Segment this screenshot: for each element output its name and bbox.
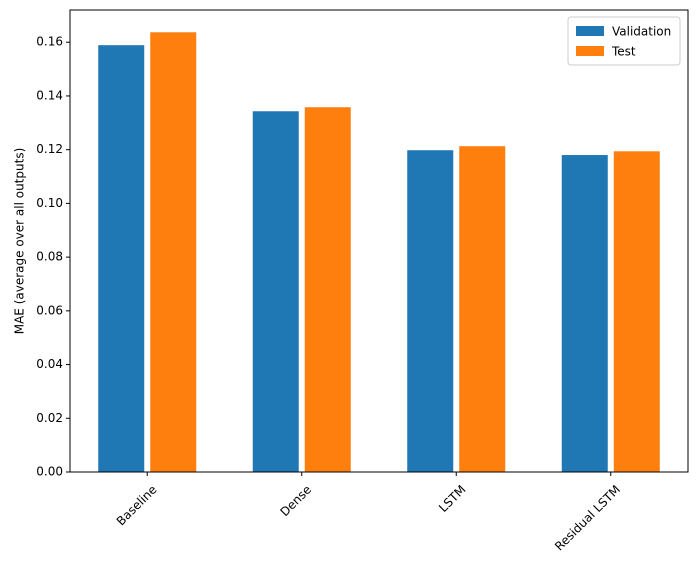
bar: [459, 146, 506, 472]
bar: [561, 155, 608, 472]
y-tick-label: 0.14: [36, 88, 63, 102]
bar: [150, 32, 197, 472]
y-tick-label: 0.02: [36, 411, 63, 425]
bar: [407, 150, 454, 473]
y-tick-label: 0.12: [36, 142, 63, 156]
x-tick-label: Residual LSTM: [552, 482, 623, 553]
y-tick-label: 0.10: [36, 196, 63, 210]
bar: [98, 45, 145, 473]
legend-label: Validation: [612, 25, 671, 39]
x-tick-label: Dense: [277, 482, 314, 519]
bar: [304, 107, 351, 472]
x-tick-label: LSTM: [436, 482, 469, 515]
bar: [252, 111, 299, 473]
legend-swatch: [576, 46, 604, 56]
y-tick-label: 0.08: [36, 250, 63, 264]
axes-frame: [69, 9, 689, 473]
y-tick-label: 0.04: [36, 357, 63, 371]
y-tick-label: 0.00: [36, 465, 63, 479]
x-tick-label: Baseline: [114, 482, 160, 528]
y-axis-label: MAE (average over all outputs): [13, 148, 27, 335]
legend-swatch: [576, 26, 604, 36]
legend-label: Test: [611, 45, 636, 59]
bar: [613, 151, 660, 472]
y-tick-label: 0.16: [36, 35, 63, 49]
y-tick-label: 0.06: [36, 303, 63, 317]
